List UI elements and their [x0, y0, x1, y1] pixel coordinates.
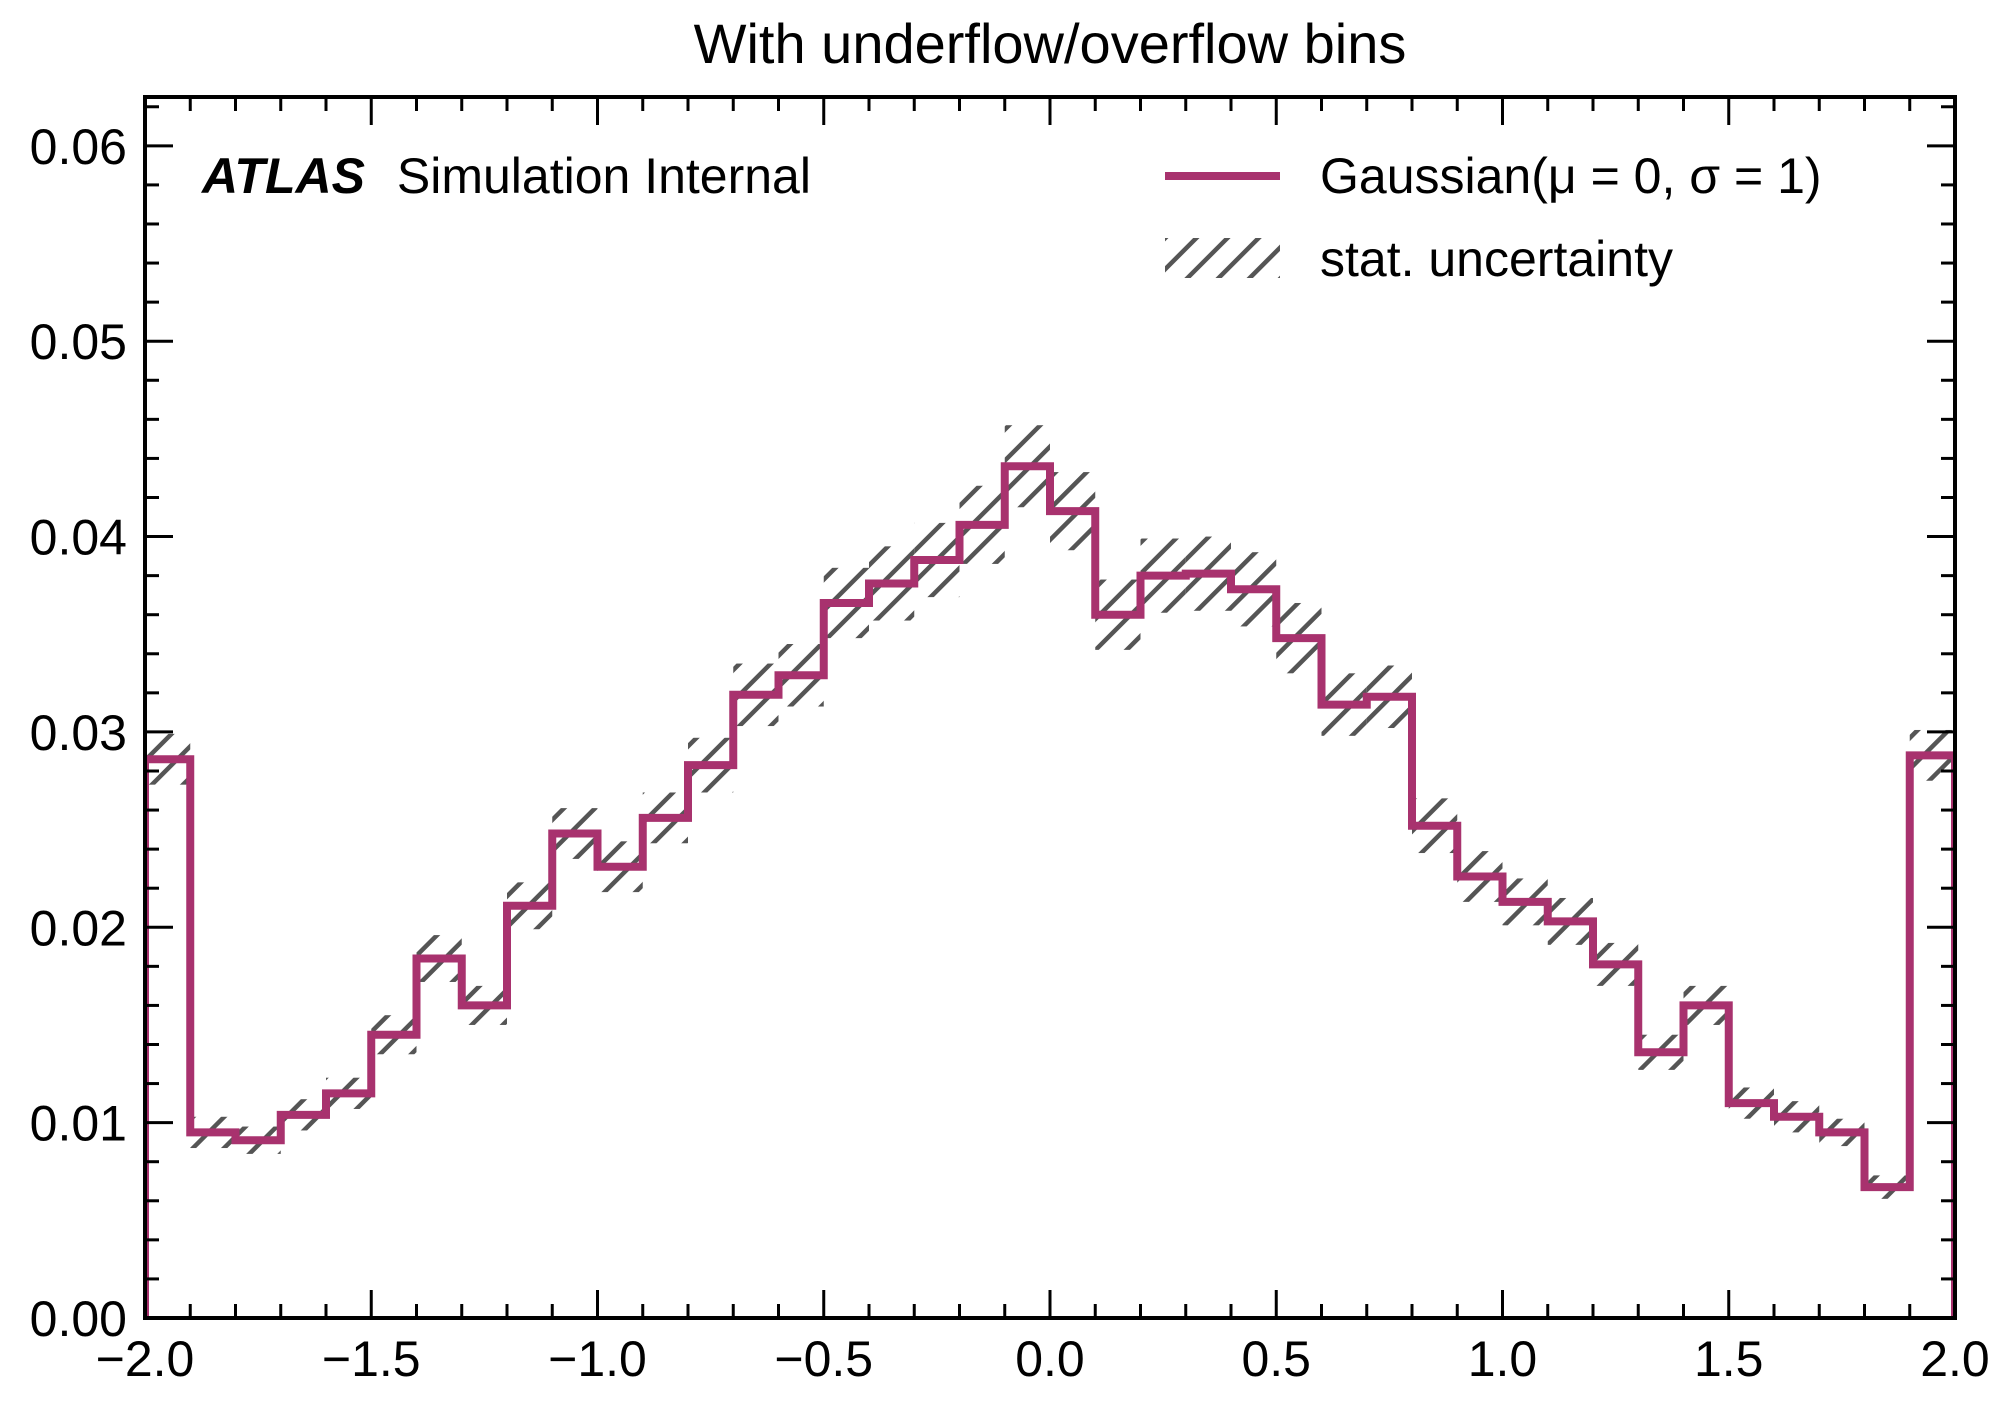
x-tick-label: 1.5: [1694, 1331, 1764, 1387]
legend-swatch-uncertainty: [1165, 238, 1280, 278]
histogram-step-line: [145, 462, 1955, 1318]
y-tick-label: 0.05: [30, 314, 127, 370]
x-tick-label: −0.5: [774, 1331, 873, 1387]
atlas-label-rest: Simulation Internal: [397, 148, 811, 204]
y-tick-label: 0.03: [30, 705, 127, 761]
x-tick-label: −1.5: [322, 1331, 421, 1387]
tick-labels: −2.0 −1.5 −1.0 −0.5 0.0 0.5 1.0 1.5 2.0 0.00 0.01 0…: [30, 119, 1990, 1387]
legend-label-uncertainty: stat. uncertainty: [1320, 231, 1673, 287]
x-tick-label: 0.5: [1241, 1331, 1311, 1387]
legend-label-gaussian: Gaussian(μ = 0, σ = 1): [1320, 148, 1822, 204]
axis-ticks: [143, 97, 1957, 1320]
x-tick-label: 2.0: [1920, 1331, 1990, 1387]
y-tick-label: 0.00: [30, 1291, 127, 1347]
x-tick-label: −2.0: [96, 1331, 195, 1387]
x-tick-label: −1.0: [548, 1331, 647, 1387]
y-tick-label: 0.04: [30, 510, 127, 566]
x-tick-label: 0.0: [1015, 1331, 1085, 1387]
atlas-label-bold: ATLAS: [200, 148, 365, 204]
legend: Gaussian(μ = 0, σ = 1) stat. uncertainty: [1165, 148, 1822, 287]
y-tick-label: 0.01: [30, 1096, 127, 1152]
uncertainty-band: [145, 425, 1955, 1199]
y-tick-label: 0.06: [30, 119, 127, 175]
atlas-label: ATLAS Simulation Internal: [200, 148, 811, 204]
histogram-series: [145, 462, 1955, 1318]
plot-frame: [143, 95, 1957, 1320]
chart-title: With underflow/overflow bins: [694, 12, 1407, 75]
y-tick-label: 0.02: [30, 900, 127, 956]
x-tick-label: 1.0: [1468, 1331, 1538, 1387]
